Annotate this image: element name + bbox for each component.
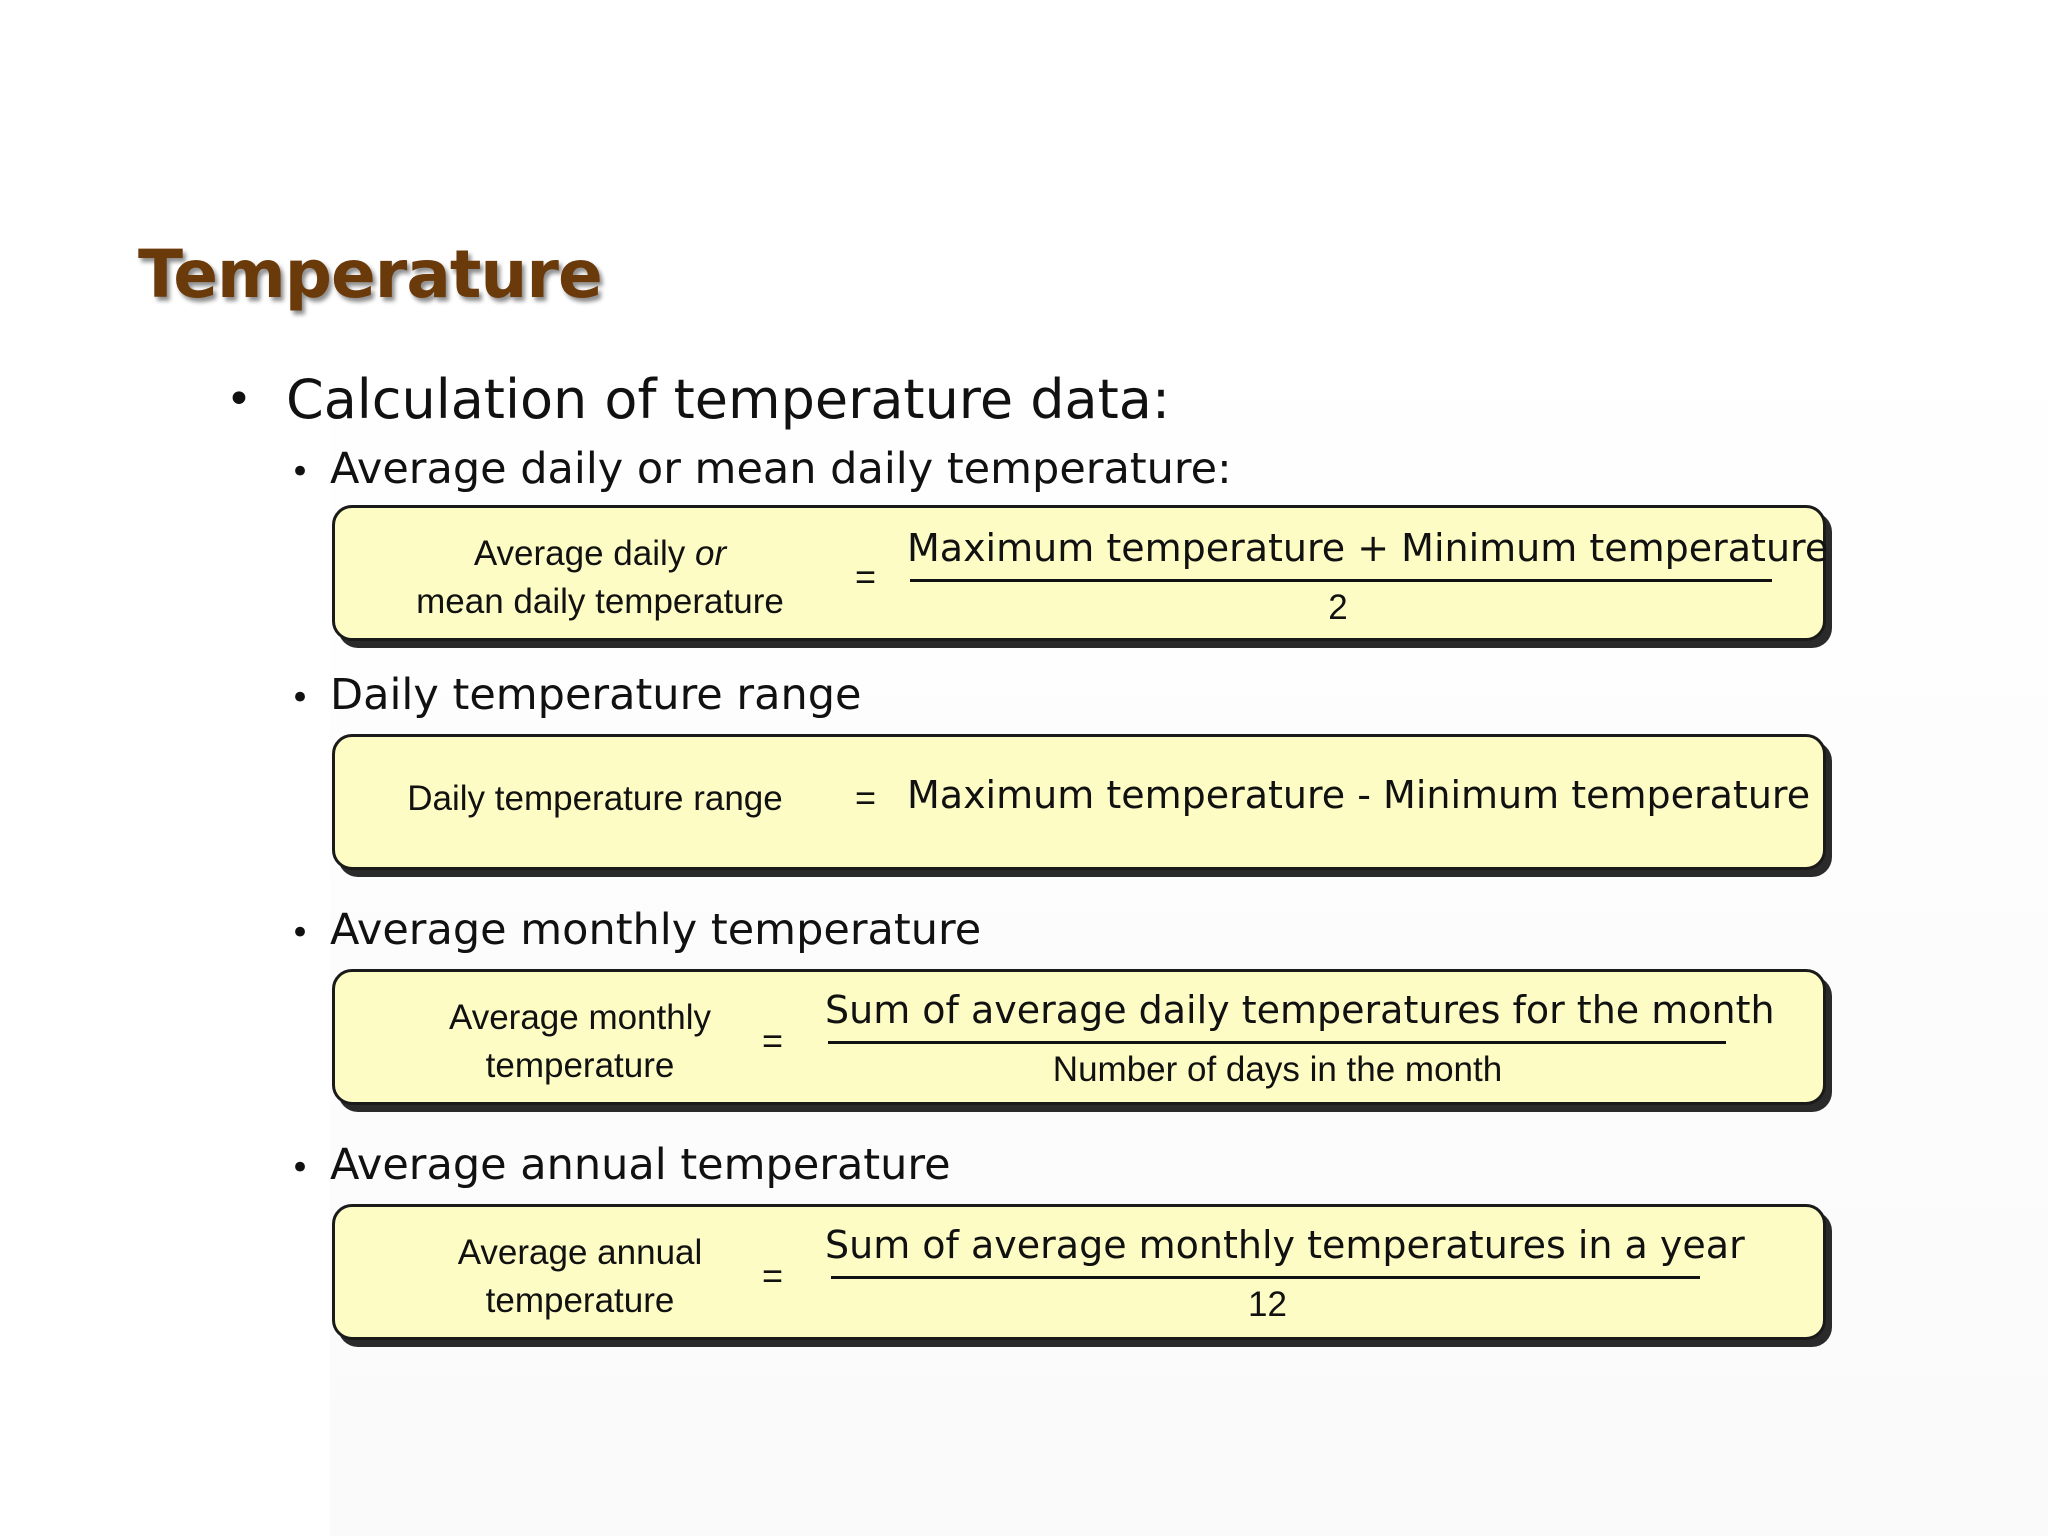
formula-lhs: Average annual temperature	[425, 1229, 735, 1325]
equals-sign: =	[855, 556, 877, 597]
sub-bullet-daily-range: • Daily temperature range	[290, 670, 861, 723]
formula-denominator: 2	[1328, 588, 1348, 627]
sub-bullet-average-annual: • Average annual temperature	[290, 1140, 951, 1193]
formula-lhs-line2: temperature	[485, 1281, 675, 1320]
sub-bullet-average-monthly: • Average monthly temperature	[290, 905, 981, 958]
formula-numerator: Maximum temperature + Minimum temperatur…	[907, 526, 1829, 570]
main-bullet-text: Calculation of temperature data:	[286, 368, 1171, 431]
equals-sign: =	[855, 777, 877, 818]
sub-bullet-text: Average annual temperature	[330, 1140, 951, 1190]
formula-numerator: Sum of average daily temperatures for th…	[825, 988, 1775, 1032]
formula-lhs-line1: Average annual	[457, 1233, 703, 1272]
sub-bullet-text: Daily temperature range	[330, 670, 862, 720]
formula-lhs-line2: mean daily temperature	[416, 582, 784, 621]
formula-denominator: Number of days in the month	[1052, 1050, 1503, 1089]
fraction-line	[828, 1041, 1726, 1044]
lhs-italic: or	[695, 534, 727, 573]
slide-title: Temperature	[138, 236, 603, 313]
bullet-dot: •	[226, 374, 252, 425]
formula-numerator: Sum of average monthly temperatures in a…	[825, 1223, 1745, 1267]
formula-lhs: Daily temperature range	[407, 779, 783, 818]
fraction-line	[910, 579, 1772, 582]
formula-rhs: Maximum temperature - Minimum temperatur…	[907, 773, 1811, 817]
sub-bullet-text: Average daily or mean daily temperature:	[330, 444, 1232, 494]
bullet-dot: •	[290, 1148, 311, 1188]
equals-sign: =	[762, 1255, 784, 1296]
formula-lhs-line1: Average monthly	[448, 998, 711, 1037]
formula-lhs-line1: Average daily or	[395, 530, 805, 578]
formula-lhs: Average daily or mean daily temperature	[395, 530, 805, 626]
sub-bullet-average-daily: • Average daily or mean daily temperature…	[290, 444, 1232, 497]
formula-box-average-monthly: Average monthly temperature = Sum of ave…	[332, 969, 1826, 1105]
formula-lhs-line2: temperature	[485, 1046, 675, 1085]
equals-sign: =	[762, 1020, 784, 1061]
fraction-line	[831, 1276, 1700, 1279]
sub-bullet-text: Average monthly temperature	[330, 905, 982, 955]
main-bullet: • Calculation of temperature data:	[226, 368, 1170, 432]
formula-box-average-annual: Average annual temperature = Sum of aver…	[332, 1204, 1826, 1340]
lhs-prefix: Average daily	[473, 534, 696, 573]
formula-box-average-daily: Average daily or mean daily temperature …	[332, 505, 1829, 641]
formula-box-daily-range: Daily temperature range = Maximum temper…	[332, 734, 1826, 870]
bullet-dot: •	[290, 452, 311, 492]
bullet-dot: •	[290, 678, 311, 718]
formula-lhs: Average monthly temperature	[425, 994, 735, 1090]
formula-denominator: 12	[1248, 1285, 1287, 1324]
bullet-dot: •	[290, 913, 311, 953]
